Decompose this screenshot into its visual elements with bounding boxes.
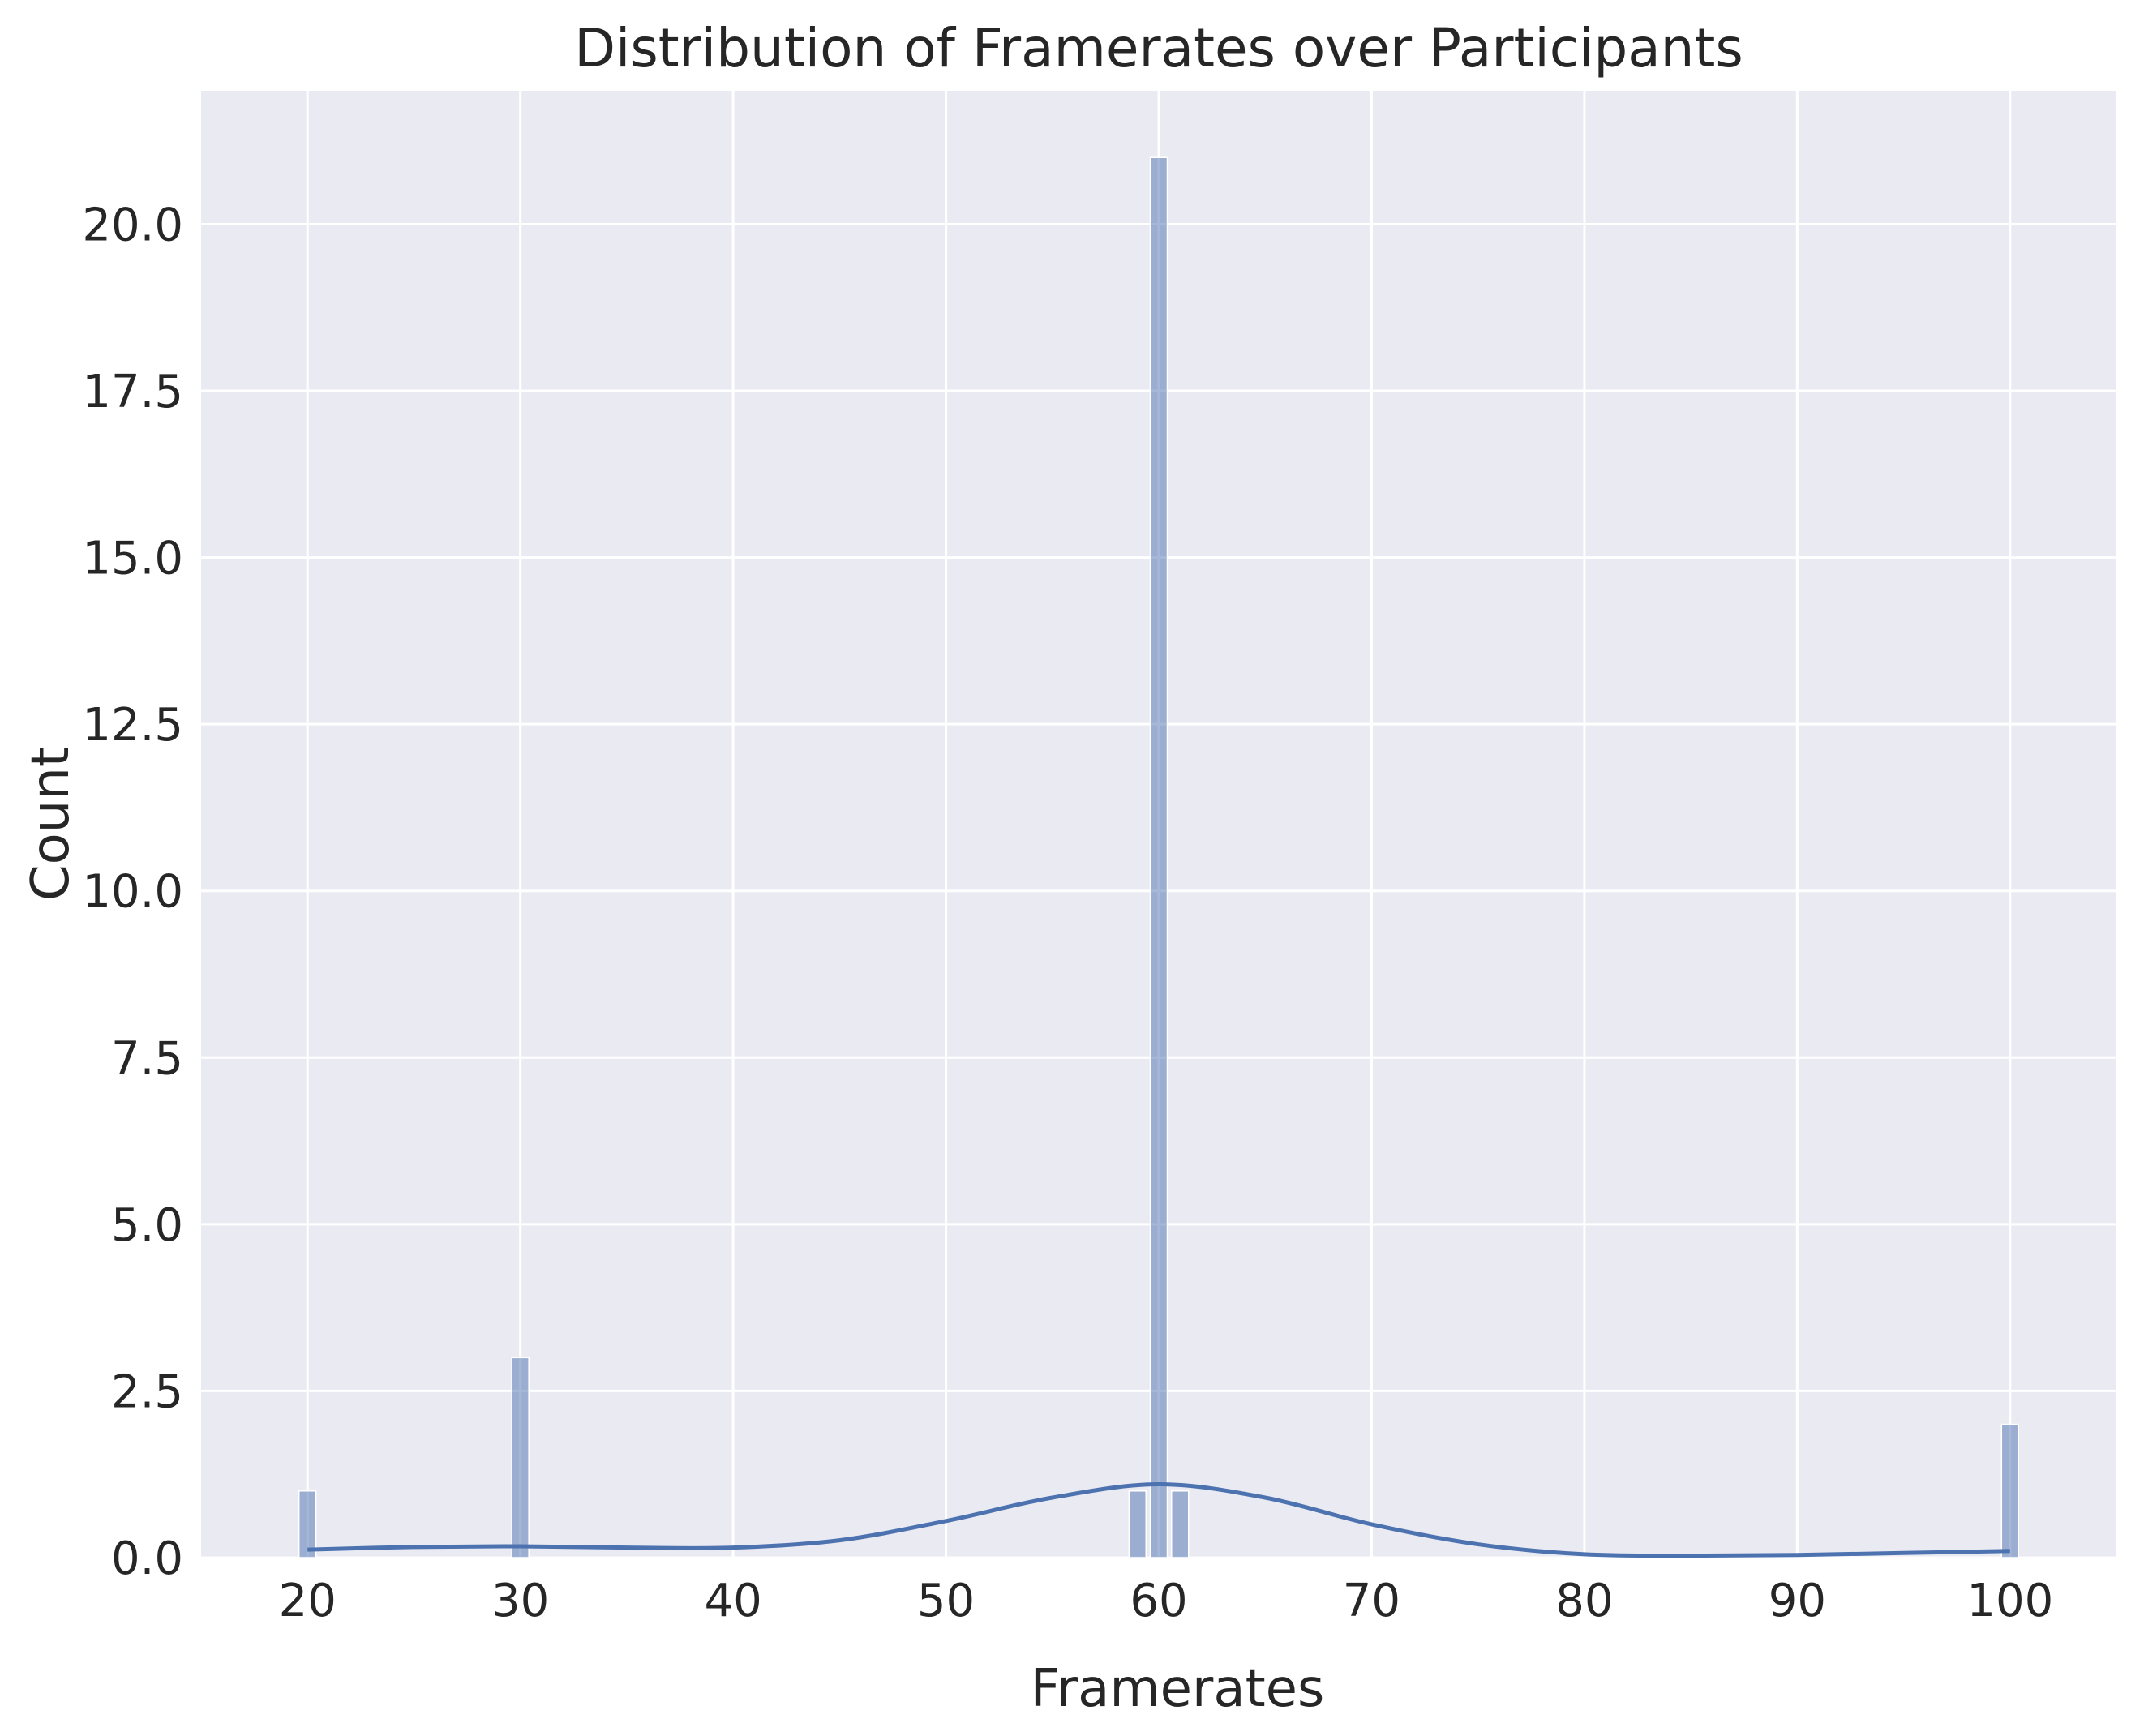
x-tick-label: 70	[1343, 1575, 1400, 1627]
chart-title: Distribution of Framerates over Particip…	[574, 17, 1743, 79]
histogram-bar	[511, 1357, 530, 1558]
x-tick-label: 50	[917, 1575, 975, 1627]
y-axis-label: Count	[21, 747, 81, 901]
y-tick-label: 10.0	[82, 866, 183, 919]
histogram-bars	[298, 156, 2020, 1558]
x-axis-label: Framerates	[1031, 1659, 1325, 1719]
x-tick-label: 30	[491, 1575, 549, 1627]
x-tick-label: 40	[704, 1575, 761, 1627]
histogram-bar	[2000, 1423, 2020, 1558]
y-tick-label: 17.5	[82, 366, 183, 418]
y-tick-label: 5.0	[111, 1199, 183, 1252]
x-tick-label: 80	[1555, 1575, 1613, 1627]
histogram-bar	[1149, 156, 1168, 1558]
y-tick-label: 15.0	[82, 533, 183, 585]
x-axis-ticks: 20 30 40 50 60 70 80 90 100	[279, 1575, 2054, 1627]
y-tick-label: 2.5	[111, 1365, 183, 1418]
kde-curve	[307, 1482, 2010, 1558]
y-tick-label: 0.0	[111, 1532, 183, 1585]
x-tick-label: 60	[1130, 1575, 1187, 1627]
histogram-bar	[1128, 1490, 1147, 1558]
y-tick-label: 12.5	[82, 699, 183, 752]
x-tick-label: 100	[1966, 1575, 2053, 1627]
x-tick-label: 20	[279, 1575, 337, 1627]
histogram-bar	[298, 1490, 317, 1558]
y-axis-ticks: 0.0 2.5 5.0 7.5 10.0 12.5 15.0 17.5 20.0	[82, 199, 183, 1585]
histogram-bar	[1170, 1490, 1190, 1558]
y-tick-label: 20.0	[82, 199, 183, 251]
x-tick-label: 90	[1769, 1575, 1826, 1627]
y-tick-label: 7.5	[111, 1032, 183, 1085]
